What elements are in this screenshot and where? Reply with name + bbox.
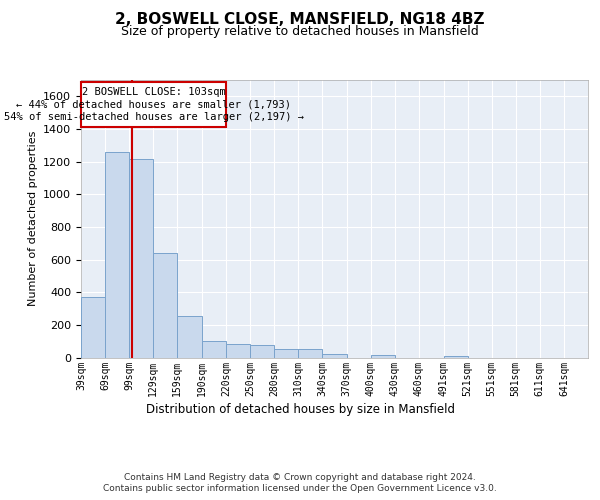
Bar: [298, 350, 322, 358]
Bar: [177, 316, 202, 358]
Bar: [81, 297, 105, 358]
Y-axis label: Number of detached properties: Number of detached properties: [28, 131, 38, 306]
Bar: [129, 159, 153, 358]
Text: Size of property relative to detached houses in Mansfield: Size of property relative to detached ho…: [121, 25, 479, 38]
Text: Contains HM Land Registry data © Crown copyright and database right 2024.: Contains HM Land Registry data © Crown c…: [124, 472, 476, 482]
Text: ← 44% of detached houses are smaller (1,793): ← 44% of detached houses are smaller (1,…: [16, 99, 291, 109]
Bar: [322, 354, 347, 358]
Bar: [153, 253, 177, 358]
Bar: [81, 82, 226, 126]
Bar: [105, 152, 129, 358]
Text: Contains public sector information licensed under the Open Government Licence v3: Contains public sector information licen…: [103, 484, 497, 493]
Text: 2, BOSWELL CLOSE, MANSFIELD, NG18 4BZ: 2, BOSWELL CLOSE, MANSFIELD, NG18 4BZ: [115, 12, 485, 28]
Text: 2 BOSWELL CLOSE: 103sqm: 2 BOSWELL CLOSE: 103sqm: [82, 86, 226, 97]
Bar: [202, 341, 226, 357]
Bar: [250, 346, 274, 358]
Bar: [226, 344, 250, 357]
Bar: [443, 356, 467, 358]
Bar: [274, 348, 298, 358]
Text: 54% of semi-detached houses are larger (2,197) →: 54% of semi-detached houses are larger (…: [4, 112, 304, 122]
Bar: [371, 354, 395, 358]
Text: Distribution of detached houses by size in Mansfield: Distribution of detached houses by size …: [146, 402, 455, 415]
